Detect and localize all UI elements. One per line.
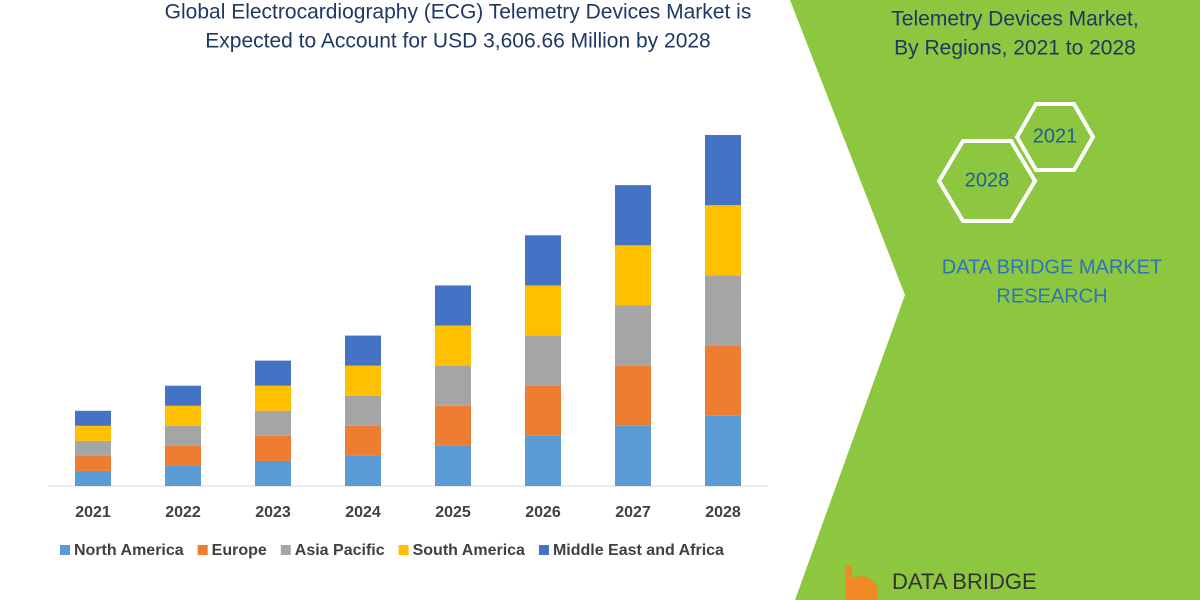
bar-segment [345, 455, 381, 486]
bar-segment [435, 365, 471, 406]
bar-segment [615, 245, 651, 306]
x-tick-label: 2024 [345, 504, 381, 521]
bar-segment [255, 435, 291, 461]
legend-swatch [538, 545, 549, 555]
bar-segment [615, 425, 651, 486]
brand-text: RESEARCH [996, 285, 1107, 307]
panel-heading: By Regions, 2021 to 2028 [894, 37, 1136, 60]
green-panel [790, 0, 1200, 600]
x-tick-label: 2023 [255, 504, 291, 521]
hexagon-label: 2028 [965, 169, 1010, 191]
x-tick-label: 2027 [615, 504, 651, 521]
legend-label: Europe [212, 542, 267, 559]
bar-segment [705, 205, 741, 276]
logo-text: DATA BRIDGE [892, 569, 1037, 594]
bar-segment [525, 335, 561, 386]
bar-segment [705, 345, 741, 416]
bar-segment [75, 440, 111, 456]
bar-segment [435, 285, 471, 326]
bar-segment [705, 415, 741, 486]
legend-label: South America [413, 542, 525, 559]
x-tick-label: 2022 [165, 504, 201, 521]
bar-segment [75, 455, 111, 471]
x-tick-label: 2021 [75, 504, 111, 521]
bar-segment [615, 365, 651, 426]
bar-segment [435, 445, 471, 486]
x-tick-label: 2028 [705, 504, 741, 521]
legend-swatch [60, 545, 70, 555]
bar-segment [435, 405, 471, 446]
bar-segment [255, 410, 291, 436]
bar-segment [615, 305, 651, 366]
bar-segment [615, 185, 651, 246]
bar-segment [525, 285, 561, 336]
logo-icon [845, 566, 878, 600]
bar-segment [165, 425, 201, 446]
chart-title: Global Electrocardiography (ECG) Telemet… [165, 1, 752, 24]
bar-segment [705, 275, 741, 346]
bar-segment [165, 445, 201, 466]
bar-segment [165, 405, 201, 426]
bar-segment [435, 325, 471, 366]
bar-segment [165, 385, 201, 406]
legend-swatch [398, 545, 409, 555]
bar-segment [165, 465, 201, 486]
legend-swatch [280, 545, 291, 555]
bar-segment [75, 470, 111, 486]
legend-label: Middle East and Africa [553, 542, 724, 559]
bar-segment [75, 410, 111, 426]
chart-title: Expected to Account for USD 3,606.66 Mil… [205, 30, 710, 53]
bar-segment [255, 460, 291, 486]
bar-segment [75, 425, 111, 441]
brand-text: DATA BRIDGE MARKET [942, 256, 1162, 278]
bar-segment [345, 425, 381, 456]
legend-swatch [197, 545, 208, 555]
panel-heading: Telemetry Devices Market, [891, 8, 1138, 31]
hexagon-label: 2021 [1033, 125, 1078, 147]
x-tick-label: 2026 [525, 504, 561, 521]
legend-label: Asia Pacific [295, 542, 385, 559]
hexagon [1014, 102, 1096, 172]
bar-segment [255, 360, 291, 386]
x-tick-label: 2025 [435, 504, 471, 521]
bar-segment [345, 365, 381, 396]
bar-segment [345, 335, 381, 366]
bar-segment [345, 395, 381, 426]
legend-label: North America [74, 542, 184, 559]
bar-segment [525, 435, 561, 486]
bar-segment [255, 385, 291, 411]
bar-segment [525, 385, 561, 436]
bar-segment [705, 135, 741, 206]
bar-segment [525, 235, 561, 286]
hexagon [936, 139, 1038, 223]
